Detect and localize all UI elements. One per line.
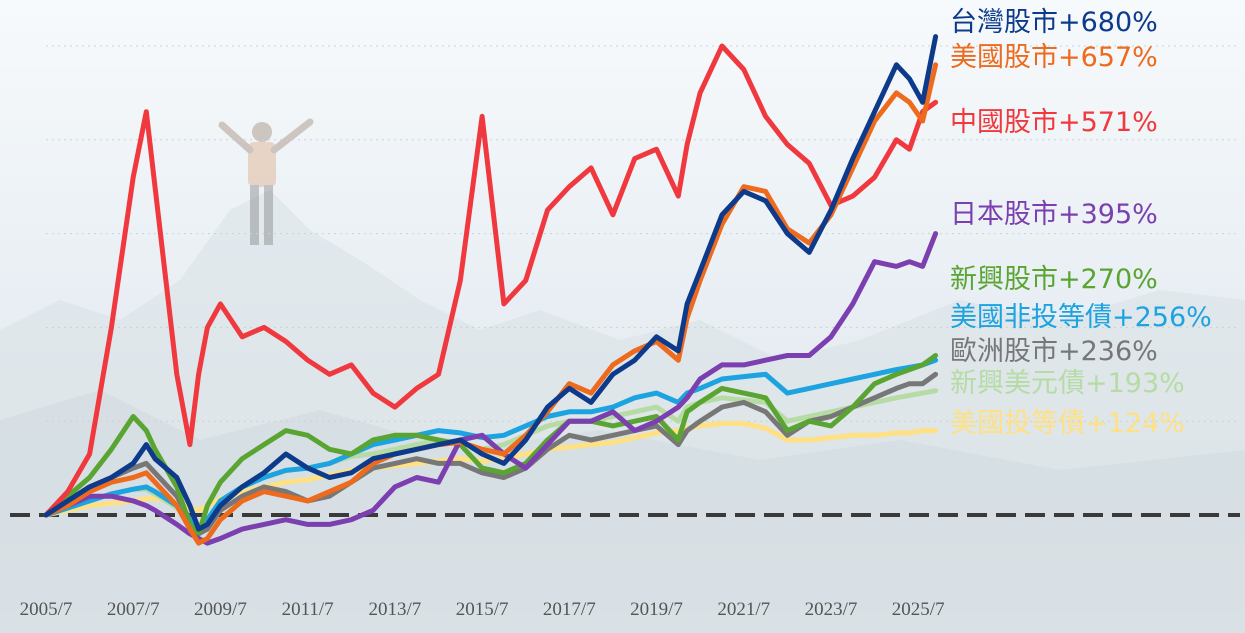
x-tick-label: 2023/7 [805,599,858,620]
x-tick-label: 2019/7 [630,599,683,620]
series-label-美國非投等債: 美國非投等債+256% [950,302,1212,333]
gridlines [46,45,1240,422]
x-tick-label: 2025/7 [892,599,945,620]
x-tick-label: 2005/7 [20,599,73,620]
x-tick-label: 2021/7 [717,599,770,620]
series-labels: 台灣股市+680% 美國股市+657% 中國股市+571% 日本股市+395% 新興股市… [950,7,1212,439]
x-tick-label: 2015/7 [456,599,509,620]
mountain-foreground [0,390,1245,633]
series-label-美國股市: 美國股市+657% [950,42,1158,73]
series-line-台灣股市 [43,34,939,532]
x-tick-label: 2007/7 [107,599,160,620]
series-line-新興股市 [43,353,939,537]
series-line-美國股市 [43,62,939,546]
x-tick-label: 2009/7 [194,599,247,620]
series-label-新興股市: 新興股市+270% [950,264,1158,295]
series-label-日本股市: 日本股市+395% [950,199,1158,230]
hiker-figure [218,118,314,245]
series-label-台灣股市: 台灣股市+680% [950,7,1158,38]
series-label-新興美元債: 新興美元債+193% [950,368,1185,399]
series-label-中國股市: 中國股市+571% [950,107,1158,138]
series-label-歐洲股市: 歐洲股市+236% [950,336,1158,367]
series-line-中國股市 [43,43,939,518]
x-axis-ticks: 2005/7 2007/7 2009/7 2011/7 2013/7 2015/7 2017… [20,599,945,620]
x-tick-label: 2011/7 [282,599,334,620]
x-tick-label: 2017/7 [543,599,596,620]
series-label-美國投等債: 美國投等債+124% [950,408,1185,439]
x-tick-label: 2013/7 [368,599,421,620]
series-line-日本股市 [43,231,939,546]
series-lines [43,34,939,546]
